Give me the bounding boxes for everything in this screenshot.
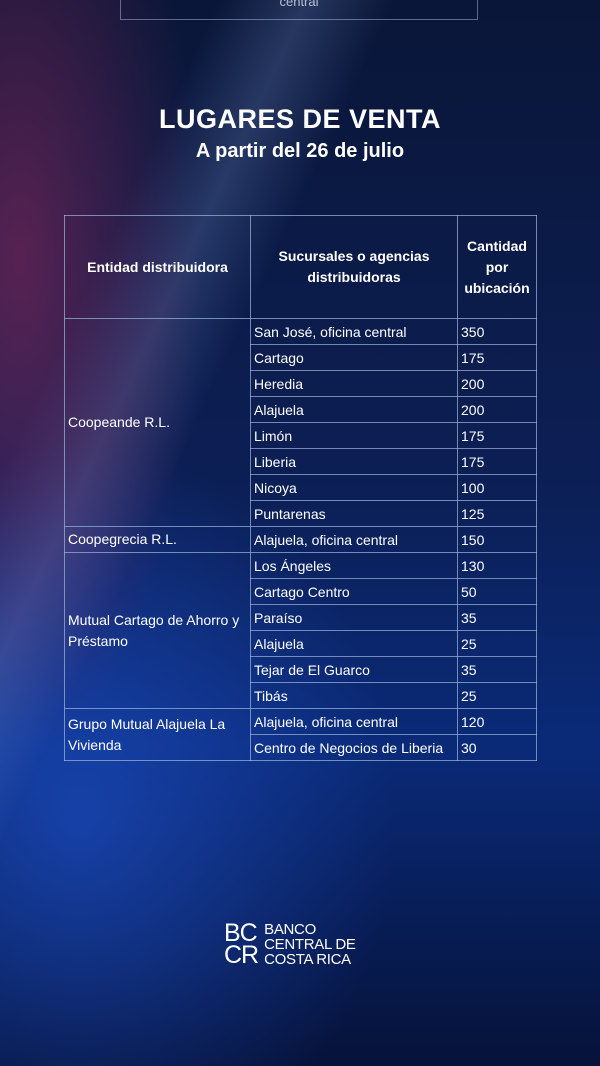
- header-row: Entidad distribuidora Sucursales o agenci…: [64, 215, 537, 319]
- quantity-cell: 150: [457, 526, 537, 553]
- entity-cell: Coopegrecia R.L.: [64, 526, 251, 553]
- table-row: Puntarenas 125: [65, 500, 537, 527]
- table-row: Alajuela 200: [65, 396, 537, 423]
- sales-table: Entidad distribuidora Sucursales o agenci…: [64, 215, 537, 761]
- quantity-cell: 130: [457, 552, 537, 579]
- quantity-cell: 175: [457, 344, 537, 371]
- quantity-cell: 50: [457, 578, 537, 605]
- branch-cell: Liberia: [250, 448, 458, 475]
- table-row: Cartago 175: [65, 344, 537, 371]
- logo-text-line: BANCO: [264, 920, 316, 938]
- table-row: Coopeande R.L. San José, oficina central 3…: [64, 318, 537, 527]
- entity-cell: Mutual Cartago de Ahorro y Préstamo: [64, 552, 251, 709]
- logo: BC CR BANCO CENTRAL DE COSTA RICA: [224, 918, 356, 970]
- quantity-cell: 35: [457, 656, 537, 683]
- column-header: Cantidad por ubicación: [457, 215, 537, 319]
- quantity-cell: 200: [457, 370, 537, 397]
- table-row: Nicoya 100: [65, 474, 537, 501]
- branch-cell: Centro de Negocios de Liberia: [250, 734, 458, 761]
- branch-cell: Alajuela, oficina central: [250, 526, 458, 553]
- branch-cell: Puntarenas: [250, 500, 458, 527]
- entity-cell: Coopeande R.L.: [64, 318, 251, 527]
- table-body: Coopeande R.L. San José, oficina central 3…: [64, 318, 537, 761]
- quantity-cell: 175: [457, 448, 537, 475]
- branch-cell: Cartago Centro: [250, 578, 458, 605]
- branch-cell: Heredia: [250, 370, 458, 397]
- branch-cell: Nicoya: [250, 474, 458, 501]
- logo-mark: BC CR: [224, 919, 259, 969]
- table-row: Cartago Centro 50: [65, 578, 537, 605]
- quantity-cell: 25: [457, 682, 537, 709]
- table-row: Tibás 25: [65, 682, 537, 709]
- branch-cell: Alajuela: [250, 396, 458, 423]
- table-row: Paraíso 35: [65, 604, 537, 631]
- branch-cell: Alajuela, oficina central: [250, 708, 458, 735]
- table-row: Tejar de El Guarco 35: [65, 656, 537, 683]
- quantity-cell: 30: [457, 734, 537, 761]
- branch-cell: Los Ángeles: [250, 552, 458, 579]
- table-row: Coopegrecia R.L. Alajuela, oficina centra…: [64, 526, 537, 553]
- branch-cell: Tejar de El Guarco: [250, 656, 458, 683]
- logo-text-line: CENTRAL DE: [264, 935, 356, 953]
- column-header: Sucursales o agencias distribuidoras: [250, 215, 458, 319]
- quantity-cell: 125: [457, 500, 537, 527]
- quantity-cell: 175: [457, 422, 537, 449]
- table-row: Centro de Negocios de Liberia 30: [65, 734, 537, 761]
- branch-cell: Tibás: [250, 682, 458, 709]
- quantity-cell: 120: [457, 708, 537, 735]
- quantity-cell: 100: [457, 474, 537, 501]
- title: LUGARES DE VENTA: [158, 104, 442, 134]
- quantity-cell: 350: [457, 318, 537, 345]
- branch-cell: Paraíso: [250, 604, 458, 631]
- quantity-cell: 25: [457, 630, 537, 657]
- table-row: Liberia 175: [65, 448, 537, 475]
- table-row: Grupo Mutual Alajuela La Vivienda Alajuel…: [64, 708, 537, 761]
- quantity-cell: 35: [457, 604, 537, 631]
- table-row: Mutual Cartago de Ahorro y Préstamo Los Á…: [64, 552, 537, 709]
- subtitle: A partir del 26 de julio: [195, 140, 405, 162]
- logo-mark-line: BC: [224, 919, 258, 947]
- logo-mark-line: CR: [224, 941, 259, 969]
- logo-text-line: COSTA RICA: [264, 950, 351, 968]
- logo-text: BANCO CENTRAL DE COSTA RICA: [264, 920, 356, 968]
- branch-cell: Limón: [250, 422, 458, 449]
- table-row: Limón 175: [65, 422, 537, 449]
- quantity-cell: 200: [457, 396, 537, 423]
- cropped-cell: central: [120, 0, 478, 20]
- branch-cell: Cartago: [250, 344, 458, 371]
- column-header: Entidad distribuidora: [64, 215, 251, 319]
- branch-cell: San José, oficina central: [250, 318, 458, 345]
- entity-cell: Grupo Mutual Alajuela La Vivienda: [64, 708, 251, 761]
- branch-cell: Alajuela: [250, 630, 458, 657]
